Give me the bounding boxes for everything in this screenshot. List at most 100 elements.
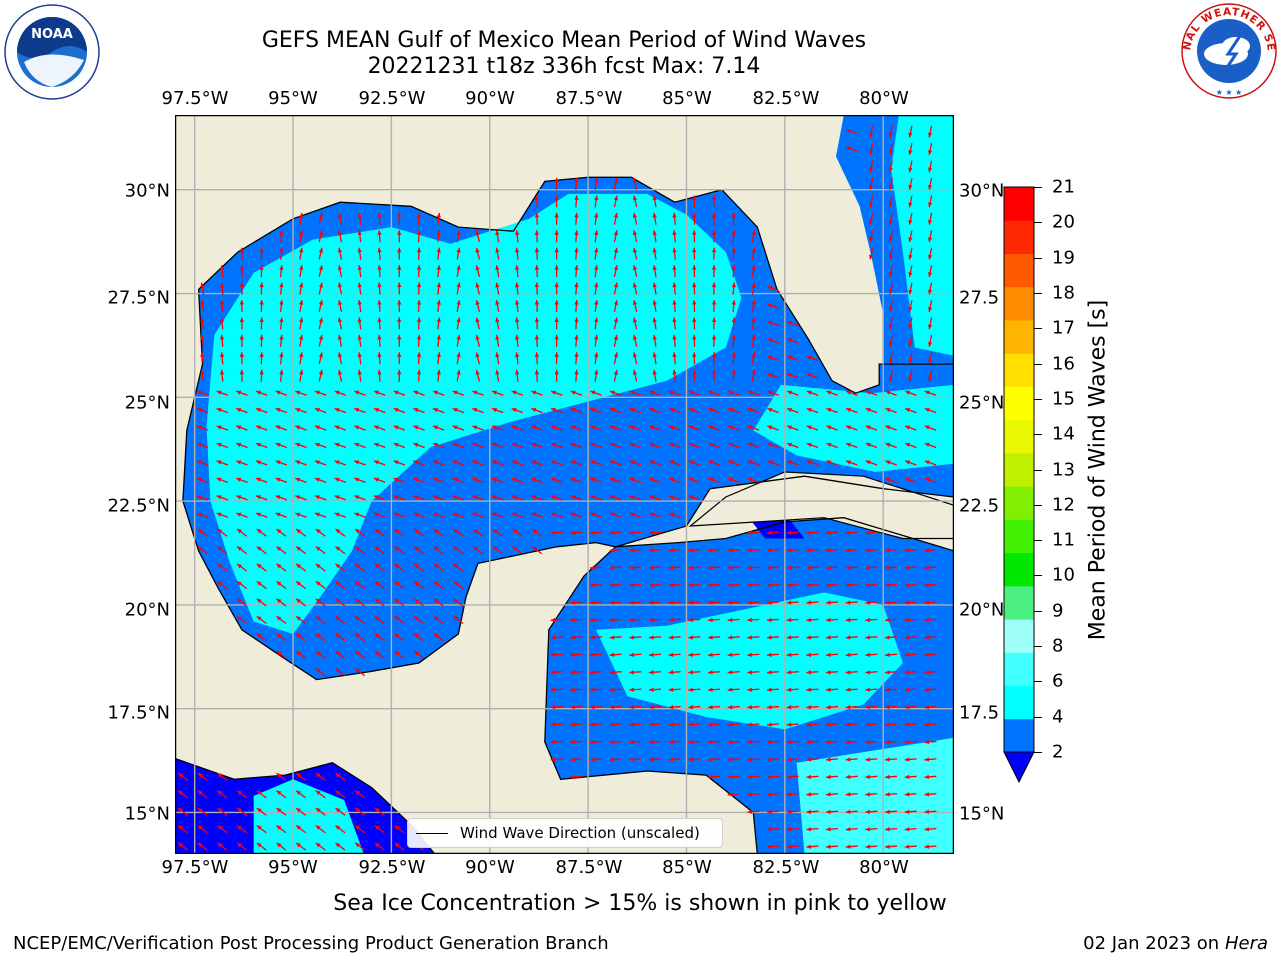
wind-wave-arrow: [609, 617, 622, 623]
wind-wave-arrow: [766, 617, 780, 623]
wind-wave-arrow: [335, 545, 346, 555]
wind-wave-arrow: [845, 704, 858, 710]
wind-wave-arrow: [826, 809, 839, 814]
wind-wave-arrow: [574, 299, 579, 313]
wind-wave-arrow: [275, 442, 288, 449]
colorbar-under-triangle: [1003, 751, 1035, 784]
wind-wave-arrow: [668, 477, 681, 484]
wind-wave-arrow: [531, 425, 543, 431]
wind-wave-arrow: [747, 722, 760, 727]
wind-wave-arrow: [239, 265, 245, 278]
wind-wave-arrow: [692, 369, 697, 382]
wind-wave-arrow: [845, 774, 858, 780]
wind-wave-arrow: [574, 212, 579, 225]
wind-wave-arrow: [259, 247, 264, 260]
wind-wave-arrow: [727, 774, 740, 780]
wind-wave-arrow: [394, 842, 405, 851]
colorbar-segment: [1004, 319, 1034, 354]
wind-wave-arrow: [315, 790, 326, 799]
wind-wave-arrow: [806, 757, 819, 762]
lat-label-left: 27.5°N: [107, 287, 170, 309]
wind-wave-arrow: [766, 739, 780, 745]
wind-wave-arrow: [177, 807, 189, 816]
colorbar-tick-mark: [1034, 681, 1042, 683]
wind-wave-arrow: [826, 390, 838, 396]
wind-wave-arrow: [806, 652, 819, 658]
wind-wave-arrow: [865, 774, 878, 780]
wind-wave-arrow: [416, 369, 422, 382]
wind-wave-arrow: [216, 512, 229, 518]
wind-wave-arrow: [452, 512, 465, 518]
wind-wave-arrow: [767, 320, 779, 327]
wind-wave-arrow: [550, 460, 563, 466]
colorbar-segment: [1004, 386, 1034, 421]
colorbar-tick-mark: [1034, 469, 1042, 471]
wind-wave-arrow: [334, 460, 347, 466]
wind-wave-arrow: [786, 425, 799, 431]
wind-wave-arrow: [236, 824, 248, 834]
wind-wave-arrow: [570, 600, 583, 605]
wind-wave-arrow: [514, 369, 520, 382]
wind-wave-arrow: [707, 652, 721, 658]
wind-wave-arrow: [865, 530, 878, 535]
wind-wave-arrow: [865, 792, 878, 797]
wind-wave-arrow: [688, 495, 701, 501]
wind-wave-arrow: [256, 528, 267, 537]
wind-wave-arrow: [629, 757, 642, 762]
wind-wave-arrow: [335, 772, 346, 781]
wind-wave-arrow: [707, 617, 721, 623]
wind-wave-arrow: [197, 545, 208, 555]
lon-label-top: 97.5°W: [161, 88, 229, 109]
wind-wave-arrow: [924, 757, 937, 762]
wind-wave-arrow: [550, 407, 563, 414]
wind-wave-arrow: [609, 460, 622, 466]
wind-wave-arrow: [570, 390, 583, 396]
wind-wave-arrow: [495, 299, 500, 312]
wind-wave-arrow: [393, 495, 406, 501]
wind-wave-arrow: [594, 369, 599, 382]
wind-wave-arrow: [613, 334, 619, 347]
wind-wave-arrow: [177, 772, 189, 781]
colorbar-segment: [1004, 552, 1034, 587]
wind-wave-arrow: [239, 247, 245, 260]
wind-wave-arrow: [927, 212, 933, 225]
wind-wave-arrow: [337, 317, 343, 330]
wind-wave-arrow: [554, 247, 559, 260]
wind-wave-arrow: [216, 407, 229, 414]
wind-wave-arrow: [648, 652, 662, 658]
wind-wave-arrow: [766, 582, 780, 588]
wind-wave-arrow: [413, 598, 425, 607]
wind-wave-arrow: [708, 477, 720, 484]
wind-wave-arrow: [711, 265, 717, 278]
wind-wave-arrow: [295, 615, 307, 624]
wind-wave-arrow: [197, 807, 208, 816]
wind-wave-arrow: [731, 352, 736, 365]
wind-wave-arrow: [613, 299, 619, 312]
wind-wave-arrow: [550, 390, 563, 396]
wind-wave-arrow: [629, 739, 642, 745]
wind-wave-arrow: [433, 633, 444, 642]
wind-wave-arrow: [416, 230, 422, 243]
wind-wave-arrow: [927, 334, 933, 347]
wind-wave-arrow: [885, 442, 897, 449]
wind-wave-arrow: [629, 687, 642, 692]
wind-wave-arrow: [531, 512, 543, 518]
wind-wave-arrow: [554, 230, 559, 243]
wind-wave-arrow: [236, 528, 248, 537]
wind-wave-arrow: [217, 563, 228, 572]
wind-wave-arrow: [865, 809, 878, 814]
wind-wave-arrow: [413, 495, 425, 501]
wind-wave-arrow: [279, 317, 284, 330]
wind-wave-arrow: [236, 477, 248, 484]
wind-wave-arrow: [629, 565, 642, 570]
colorbar-segment: [1004, 652, 1034, 687]
wind-wave-arrow: [672, 299, 677, 313]
wind-wave-arrow: [904, 600, 917, 605]
wind-wave-arrow: [708, 390, 720, 396]
wind-wave-arrow: [826, 652, 839, 658]
wind-wave-arrow: [299, 265, 304, 278]
wind-wave-arrow: [806, 600, 819, 605]
wind-wave-arrow: [885, 407, 897, 414]
wind-wave-arrow: [531, 407, 543, 414]
wind-wave-arrow: [826, 704, 839, 710]
